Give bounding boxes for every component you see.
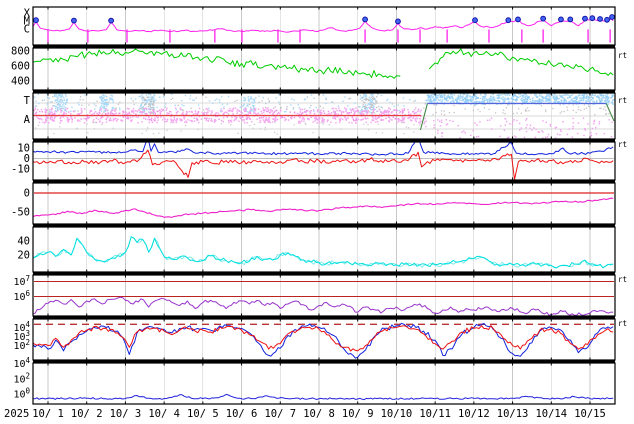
panel-5-zero-minus50-plot-area: [33, 192, 614, 218]
panel-9-log4-log0-plot-area: [33, 393, 614, 401]
flare-marker: [71, 17, 77, 24]
flare-marker: [515, 16, 521, 23]
x-tick-label: 10/14: [535, 408, 567, 420]
flare-marker: [597, 16, 603, 22]
flare-marker: [609, 14, 615, 20]
y-tick-label: 800: [11, 46, 30, 58]
x-tick-label: 10/ 1: [32, 408, 64, 420]
x-tick-label: 10/ 4: [148, 408, 180, 420]
panel-separator: [33, 316, 615, 319]
x-tick-label: 10/ 8: [303, 408, 335, 420]
x-tick-label: 10/ 3: [110, 408, 142, 420]
flare-marker: [558, 16, 564, 23]
panel-6-40-20-plot-area: [33, 236, 614, 269]
data-series: [33, 393, 614, 401]
y-tick-label: -50: [11, 207, 30, 219]
y-tick-label: 100: [13, 387, 30, 401]
y-tick-label: 600: [11, 61, 30, 73]
y-tick-label: 106: [13, 289, 30, 303]
y-tick-label: 103: [13, 329, 30, 343]
data-series: [33, 48, 614, 79]
rt-label: rt: [618, 51, 627, 60]
x-tick-label: 10/ 5: [187, 408, 219, 420]
y-tick-label: 102: [13, 338, 30, 352]
x-axis-year-label: 2025: [4, 408, 29, 420]
y-tick-label: -10: [11, 164, 30, 176]
data-series: [33, 325, 614, 352]
data-series: [33, 197, 614, 218]
panel-separator: [33, 272, 615, 275]
panel-5-zero-minus50: 0 -50: [11, 182, 616, 225]
flare-marker: [472, 17, 478, 24]
panel-2-speed-plot-area: [33, 48, 614, 79]
y-tick-label: A: [24, 114, 31, 126]
data-series: [33, 296, 614, 316]
data-series: [33, 18, 614, 33]
y-tick-label: 10: [17, 143, 30, 155]
flare-marker: [505, 17, 512, 24]
y-tick-label: 0: [24, 153, 30, 165]
y-tick-label: 0: [24, 188, 30, 200]
y-tick-label: 400: [11, 76, 30, 88]
x-tick-label: 10/15: [574, 408, 606, 420]
data-series: [33, 149, 614, 180]
y-tick-label: 104: [13, 320, 30, 334]
x-tick-label: 10/ 6: [226, 408, 258, 420]
x-tick-label: 10/ 2: [71, 408, 103, 420]
data-series: [33, 322, 614, 359]
panel-separator: [33, 360, 615, 363]
data-series: [33, 142, 614, 156]
y-tick-label: X: [24, 8, 31, 20]
panel-2-speed: 800 600 400: [11, 46, 616, 91]
panel-3-t-a-plot-area: [33, 93, 615, 139]
flare-marker: [540, 15, 547, 22]
flare-marker: [108, 17, 115, 24]
data-series: [605, 103, 615, 122]
panel-separator: [33, 224, 615, 227]
x-tick-label: 10/10: [381, 408, 413, 420]
panel-1-xray: XMC: [24, 6, 616, 46]
y-tick-label: T: [24, 95, 31, 107]
panel-4-plus-minus-10-plot-area: [33, 142, 614, 180]
panel-7-log7-log6-plot-area: [33, 280, 614, 316]
flare-marker: [582, 15, 588, 22]
y-tick-label: 107: [13, 274, 30, 288]
x-tick-label: 10/11: [419, 408, 451, 420]
panel-4-plus-minus-10: 100-10: [11, 141, 616, 181]
flare-marker: [33, 17, 39, 24]
panel-3-t-a: TA: [24, 92, 616, 140]
x-tick-label: 10/ 9: [342, 408, 374, 420]
x-tick-label: 10/12: [458, 408, 490, 420]
y-tick-label: M: [24, 16, 30, 28]
panel-separator: [33, 180, 615, 183]
flare-marker: [362, 16, 368, 23]
rt-label: rt: [618, 319, 627, 328]
panel-8-log4-log2-plot-area: [33, 322, 614, 359]
y-tick-label: 104: [13, 356, 30, 370]
data-series: [33, 236, 614, 269]
panel-separator: [33, 139, 615, 142]
y-tick-label: 20: [17, 250, 30, 262]
y-tick-label: 102: [13, 371, 30, 385]
panel-separator: [33, 90, 615, 93]
rt-label: rt: [618, 96, 627, 105]
data-series: [419, 103, 428, 131]
panel-separator: [33, 45, 615, 48]
flare-marker: [589, 15, 596, 22]
x-tick-label: 10/ 7: [264, 408, 296, 420]
rt-label: rt: [618, 275, 627, 284]
y-tick-label: 40: [17, 236, 30, 248]
rt-label: rt: [618, 140, 627, 149]
flare-marker: [567, 16, 574, 23]
flare-marker: [604, 16, 610, 23]
y-tick-label: C: [24, 24, 30, 36]
flare-marker: [395, 18, 401, 25]
x-tick-label: 10/13: [497, 408, 529, 420]
